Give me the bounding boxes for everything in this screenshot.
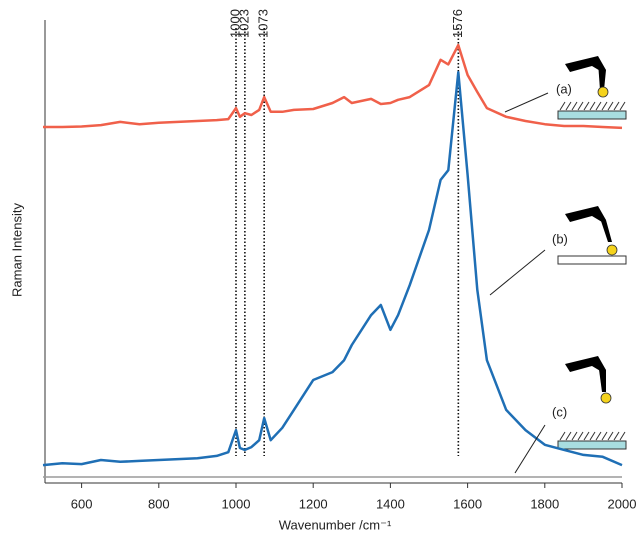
label-leader [514,424,546,474]
series-label: (a) [556,81,572,96]
x-tick-label: 1600 [453,496,482,511]
peak-label: 1073 [256,9,271,38]
x-tick-label: 1000 [222,496,251,511]
icon-c [557,356,627,450]
x-tick-label: 800 [148,496,170,511]
series-label: (c) [552,404,567,419]
x-tick-label: 1800 [530,496,559,511]
series-label: (b) [552,231,568,246]
label-leader [504,92,549,113]
icon-b [557,206,627,265]
x-tick-label: 600 [71,496,93,511]
label-leader [489,249,546,296]
spectrum-line [43,43,623,130]
peak-label: 1023 [236,9,251,38]
spectrum-line [42,70,623,467]
peak-label: 1576 [450,9,465,38]
x-tick-label: 1400 [376,496,405,511]
x-axis-label: Wavenumber /cm⁻¹ [279,517,392,532]
x-tick-label: 1200 [299,496,328,511]
icon-a [557,56,627,120]
y-axis-label: Raman Intensity [9,203,24,297]
x-tick-label: 2000 [608,496,637,511]
peak-label: 1000 [227,9,242,38]
